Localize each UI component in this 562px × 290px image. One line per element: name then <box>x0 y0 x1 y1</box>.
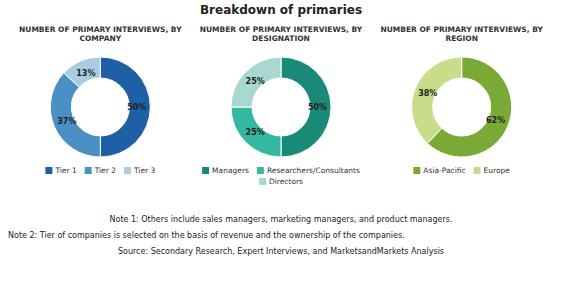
legend-item: Managers <box>202 166 249 175</box>
figure: Breakdown of primaries NUMBER OF PRIMARY … <box>0 0 562 290</box>
legend-label: Tier 3 <box>133 166 156 175</box>
legend-item: Asia-Pacific <box>413 166 465 175</box>
legend-swatch <box>257 167 264 174</box>
legend-label: Managers <box>212 166 249 175</box>
legend-label: Directors <box>269 177 303 186</box>
chart: NUMBER OF PRIMARY INTERVIEWS, BYREGION 62… <box>380 25 543 175</box>
slice <box>281 57 331 157</box>
legend-item: Tier 3 <box>124 166 156 175</box>
donut: 62% 38% <box>412 57 512 157</box>
legend: Asia-Pacific Europe <box>413 166 510 175</box>
note: Note 2: Tier of companies is selected on… <box>8 231 405 240</box>
data-label: 25% <box>246 77 265 86</box>
slice <box>50 73 100 157</box>
slice <box>231 57 281 107</box>
data-label: 37% <box>57 117 76 126</box>
chart-title: NUMBER OF PRIMARY INTERVIEWS, BYREGION <box>380 25 543 43</box>
legend-swatch <box>202 167 209 174</box>
legend-item: Tier 2 <box>85 166 117 175</box>
chart-container: Breakdown of primaries NUMBER OF PRIMARY … <box>0 0 562 290</box>
legend-label: Researchers/Consultants <box>267 166 360 175</box>
slice <box>64 57 100 87</box>
chart-title: NUMBER OF PRIMARY INTERVIEWS, BYCOMPANY <box>19 25 182 43</box>
slice <box>412 57 462 143</box>
data-label: 13% <box>76 69 95 78</box>
legend-label: Europe <box>484 166 511 175</box>
legend-swatch <box>124 167 131 174</box>
slice <box>231 107 281 157</box>
legend-item: Researchers/Consultants <box>257 166 360 175</box>
legend-swatch <box>413 167 420 174</box>
chart: NUMBER OF PRIMARY INTERVIEWS, BYDESIGNAT… <box>200 25 363 186</box>
donut: 50% 25% 25% <box>231 57 331 157</box>
data-label: 50% <box>127 103 146 112</box>
legend-label: Asia-Pacific <box>423 166 465 175</box>
legend-swatch <box>474 167 481 174</box>
note: Note 1: Others include sales managers, m… <box>110 215 453 224</box>
legend: Tier 1 Tier 2 Tier 3 <box>45 166 155 175</box>
legend-swatch <box>85 167 92 174</box>
legend: Managers Researchers/Consultants Directors <box>202 166 360 186</box>
chart: NUMBER OF PRIMARY INTERVIEWS, BYCOMPANY 5… <box>19 25 182 175</box>
legend-item: Directors <box>259 177 303 186</box>
chart-title: NUMBER OF PRIMARY INTERVIEWS, BYDESIGNAT… <box>200 25 363 43</box>
legend-swatch <box>259 178 266 185</box>
legend-item: Tier 1 <box>45 166 77 175</box>
data-label: 38% <box>418 89 437 98</box>
donut: 50% 37% 13% <box>50 57 150 157</box>
data-label: 62% <box>486 116 505 125</box>
legend-item: Europe <box>474 166 511 175</box>
legend-label: Tier 1 <box>54 166 77 175</box>
legend-swatch <box>45 167 52 174</box>
legend-label: Tier 2 <box>94 166 117 175</box>
data-label: 50% <box>308 103 327 112</box>
slice <box>100 57 150 157</box>
data-label: 25% <box>246 128 265 137</box>
figure-title: Breakdown of primaries <box>200 3 362 17</box>
note: Source: Secondary Research, Expert Inter… <box>118 247 444 256</box>
